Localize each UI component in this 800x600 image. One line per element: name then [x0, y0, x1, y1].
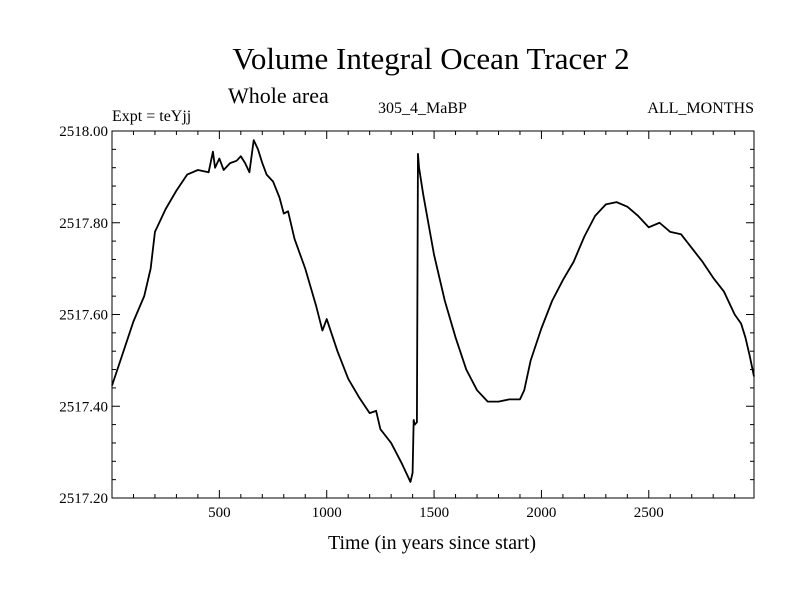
run-label: 305_4_MaBP [378, 100, 467, 117]
y-tick-label: 2518.00 [59, 124, 108, 140]
x-tick-label: 1000 [312, 505, 342, 521]
x-tick-label: 2000 [526, 505, 556, 521]
y-tick-label: 2517.80 [59, 216, 108, 232]
y-tick-label: 2517.40 [59, 399, 108, 415]
x-axis-tick-labels: 500 1000 1500 2000 2500 [208, 505, 664, 521]
chart-title: Volume Integral Ocean Tracer 2 [232, 41, 629, 76]
x-axis-ticks [132, 131, 736, 498]
expt-label: Expt = teYjj [112, 108, 191, 125]
plot-frame [111, 130, 755, 499]
x-tick-label: 1500 [419, 505, 449, 521]
months-label: ALL_MONTHS [647, 100, 754, 117]
y-tick-label: 2517.20 [59, 491, 108, 507]
y-axis-ticks [112, 130, 754, 499]
y-tick-label: 2517.60 [59, 308, 108, 324]
chart-subtitle: Whole area [228, 83, 329, 108]
y-axis-tick-labels: 2517.20 2517.40 2517.60 2517.80 2518.00 [59, 124, 108, 507]
series-line-tracer-2 [111, 139, 755, 483]
x-tick-label: 2500 [634, 505, 664, 521]
x-tick-label: 500 [208, 505, 231, 521]
x-axis-label: Time (in years since start) [328, 532, 536, 554]
